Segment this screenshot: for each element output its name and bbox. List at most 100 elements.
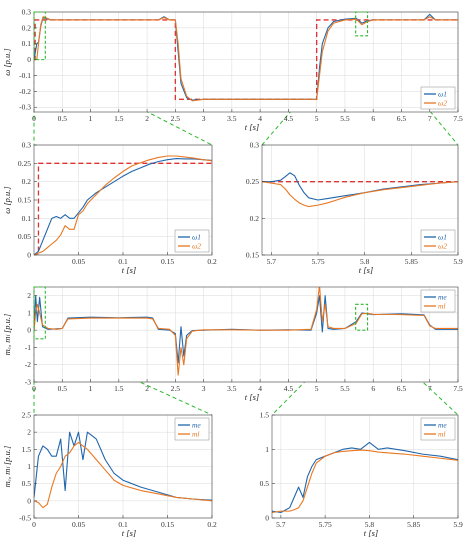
y-tick-label: 0 [27, 251, 31, 260]
x-tick-label: 3.5 [227, 384, 237, 393]
y-tick-label: 0.3 [22, 8, 32, 17]
y-tick-label: -0.2 [19, 87, 31, 96]
x-tick-label: 7 [428, 114, 432, 123]
plot-content [34, 287, 458, 376]
reference-line [34, 19, 458, 100]
y-tick-label: -0.1 [19, 71, 31, 80]
x-tick-label: 2 [145, 384, 149, 393]
x-tick-label: 4 [258, 384, 262, 393]
x-axis-label: t [s] [122, 265, 136, 275]
x-tick-label: 5.9 [453, 257, 463, 266]
reference-line [34, 162, 212, 255]
x-tick-label: 0 [32, 520, 36, 529]
x-tick-label: 5.85 [405, 257, 418, 266]
y-tick-label: 2.5 [22, 411, 32, 420]
y-tick-label: 1 [27, 308, 31, 317]
y-tick-label: 0.15 [18, 196, 31, 205]
x-tick-label: 0.5 [58, 114, 68, 123]
x-tick-label: 5.75 [319, 520, 332, 529]
x-axis-label: t [s] [122, 528, 136, 538]
plot-content [262, 172, 458, 208]
legend-label-1: ω1 [438, 90, 447, 99]
y-tick-label: 0 [27, 496, 31, 505]
x-tick-label: 0.5 [58, 384, 68, 393]
x-tick-label: 3 [202, 384, 206, 393]
y-tick-label: 0 [27, 55, 31, 64]
x-tick-label: 6 [371, 114, 375, 123]
x-tick-label: 5 [315, 114, 319, 123]
series-line-2 [34, 441, 212, 509]
series-line-1 [34, 158, 212, 255]
legend-label-1: me [192, 421, 201, 430]
y-tick-label: 2 [27, 291, 31, 300]
x-tick-label: 0.2 [207, 257, 217, 266]
x-tick-label: 0.05 [72, 520, 85, 529]
y-tick-label: 0.25 [18, 159, 31, 168]
plot-area [34, 287, 458, 382]
x-tick-label: 4.5 [284, 384, 294, 393]
y-tick-label: 0.15 [246, 251, 259, 260]
zoom-box [355, 11, 369, 37]
x-tick-label: 0.1 [118, 520, 128, 529]
y-tick-label: -1 [25, 343, 31, 352]
torque-full-plot: 0 0.5 1 1.5 2 2.5 3 3.5 4 4.5 5 5.5 6 6.5 7 7.5 -3 -2 -1 0 1… [2, 286, 463, 402]
y-axis-label: mₑ, mₗ [p.u.] [2, 446, 12, 488]
zoom-box [355, 303, 369, 331]
y-tick-label: 1 [27, 462, 31, 471]
x-axis-label: t [s] [364, 528, 378, 538]
x-tick-label: 5.7 [267, 257, 277, 266]
x-tick-label: 2.5 [171, 114, 181, 123]
x-tick-label: 4.5 [284, 114, 294, 123]
series-line-1 [262, 172, 458, 201]
x-tick-label: 7.5 [453, 114, 463, 123]
y-tick-label: 0.25 [246, 177, 259, 186]
legend-label-2: ω2 [438, 242, 447, 251]
x-tick-label: 6.5 [397, 384, 407, 393]
x-tick-label: 5.75 [311, 257, 324, 266]
y-tick-label: 1.5 [22, 445, 32, 454]
y-tick-label: -0.3 [19, 103, 31, 112]
x-tick-label: 1.5 [114, 114, 124, 123]
x-tick-label: 0 [32, 384, 36, 393]
x-tick-label: 0.2 [207, 520, 217, 529]
legend-label-1: ω1 [438, 233, 447, 242]
y-tick-label: 0.1 [22, 214, 32, 223]
y-tick-label: 0.2 [22, 177, 32, 186]
y-tick-label: -0.5 [19, 514, 31, 523]
x-tick-label: 5.8 [365, 520, 375, 529]
y-tick-label: 0.1 [22, 39, 32, 48]
legend-label-1: me [438, 421, 447, 430]
y-tick-label: 0.5 [22, 479, 32, 488]
x-tick-label: 6.5 [397, 114, 407, 123]
y-tick-label: 0.5 [260, 479, 270, 488]
series-line-2 [34, 287, 458, 376]
y-tick-label: 1.5 [260, 411, 270, 420]
x-tick-label: 0.15 [161, 257, 174, 266]
y-tick-label: 0 [27, 326, 31, 335]
plot-frame [33, 11, 459, 113]
y-tick-label: 0.2 [250, 214, 260, 223]
x-tick-label: 1.5 [114, 384, 124, 393]
series-line-2 [34, 155, 212, 255]
y-axis-label: ω [p.u.] [2, 48, 12, 76]
x-tick-label: 1 [89, 384, 93, 393]
x-tick-label: 0 [32, 114, 36, 123]
x-tick-label: 6 [371, 384, 375, 393]
y-tick-label: 0.2 [22, 23, 32, 32]
legend-label-1: me [438, 293, 447, 302]
x-tick-label: 0.05 [72, 257, 85, 266]
x-axis-label: t [s] [245, 392, 259, 402]
x-tick-label: 5 [315, 384, 319, 393]
legend-label-2: ω2 [192, 242, 201, 251]
plot-content [34, 431, 212, 509]
x-tick-label: 1 [89, 114, 93, 123]
plot-content [34, 155, 212, 255]
series-line-2 [272, 449, 458, 514]
plot-area [34, 12, 458, 112]
y-tick-label: 2 [27, 428, 31, 437]
